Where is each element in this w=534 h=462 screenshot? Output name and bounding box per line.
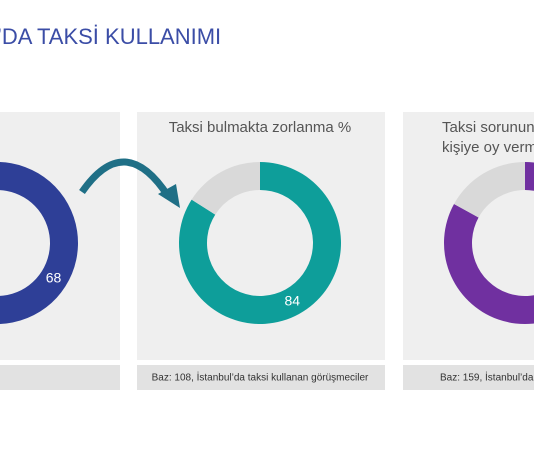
data-label: 84: [284, 292, 300, 308]
donut-segment: [179, 162, 341, 324]
base-note: Baz: 159, İstanbul’da: [440, 371, 534, 384]
chart-title: Taksi sorunun: [442, 119, 534, 136]
donut-segment: [191, 162, 260, 215]
slide-title: L’DA TAKSİ KULLANIMI: [0, 24, 221, 49]
chart-title: Taksi bulmakta zorlanma %: [169, 119, 352, 136]
chart-title: kişiye oy verm: [442, 139, 534, 156]
note-box: [403, 365, 534, 390]
base-note: Baz: 108, İstanbul’da taksi kullanan gör…: [152, 371, 369, 384]
data-label: 68: [46, 270, 62, 286]
arrow: [79, 158, 171, 198]
donut-segment: [0, 162, 78, 324]
arrow-head: [158, 184, 180, 208]
note-box: [0, 365, 120, 390]
donut-segment: [454, 162, 525, 218]
note-box: [137, 365, 385, 390]
donut-segment: [444, 162, 534, 324]
